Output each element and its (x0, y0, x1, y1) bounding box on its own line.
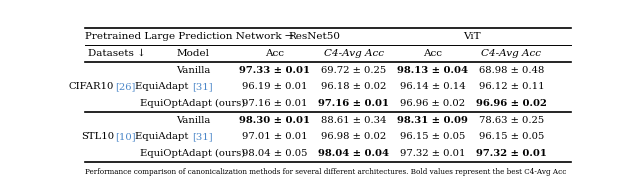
Text: [31]: [31] (192, 82, 212, 91)
Text: Performance comparison of canonicalization methods for several different archite: Performance comparison of canonicalizati… (85, 168, 566, 176)
Text: 96.96 ± 0.02: 96.96 ± 0.02 (476, 99, 547, 108)
Text: 96.98 ± 0.02: 96.98 ± 0.02 (321, 132, 386, 141)
Text: [10]: [10] (115, 132, 136, 141)
Text: 68.98 ± 0.48: 68.98 ± 0.48 (479, 66, 544, 75)
Text: Datasets ↓: Datasets ↓ (88, 49, 145, 58)
Text: 97.33 ± 0.01: 97.33 ± 0.01 (239, 66, 310, 75)
Text: 97.16 ± 0.01: 97.16 ± 0.01 (242, 99, 307, 108)
Text: Acc: Acc (265, 49, 284, 58)
Text: EquiOptAdapt (ours): EquiOptAdapt (ours) (141, 99, 246, 108)
Text: EquiOptAdapt (ours): EquiOptAdapt (ours) (141, 149, 246, 158)
Text: 96.19 ± 0.01: 96.19 ± 0.01 (242, 82, 307, 91)
Text: CIFAR10: CIFAR10 (68, 82, 114, 91)
Text: 98.13 ± 0.04: 98.13 ± 0.04 (397, 66, 468, 75)
Text: 98.04 ± 0.05: 98.04 ± 0.05 (242, 149, 307, 158)
Text: Pretrained Large Prediction Network →: Pretrained Large Prediction Network → (85, 32, 294, 41)
Text: 97.01 ± 0.01: 97.01 ± 0.01 (242, 132, 307, 141)
Text: EquiAdapt: EquiAdapt (134, 132, 191, 141)
Text: 69.72 ± 0.25: 69.72 ± 0.25 (321, 66, 386, 75)
Text: ResNet50: ResNet50 (288, 32, 340, 41)
Text: C4-Avg Acc: C4-Avg Acc (481, 49, 541, 58)
Text: STL10: STL10 (81, 132, 114, 141)
Text: EquiAdapt: EquiAdapt (134, 82, 191, 91)
Text: 96.15 ± 0.05: 96.15 ± 0.05 (479, 132, 544, 141)
Text: 98.31 ± 0.09: 98.31 ± 0.09 (397, 116, 468, 124)
Text: 98.30 ± 0.01: 98.30 ± 0.01 (239, 116, 310, 124)
Text: Model: Model (177, 49, 210, 58)
Text: 96.12 ± 0.11: 96.12 ± 0.11 (479, 82, 544, 91)
Text: 78.63 ± 0.25: 78.63 ± 0.25 (479, 116, 544, 124)
Text: 96.96 ± 0.02: 96.96 ± 0.02 (400, 99, 465, 108)
Text: 96.15 ± 0.05: 96.15 ± 0.05 (400, 132, 465, 141)
Text: Vanilla: Vanilla (176, 116, 211, 124)
Text: [31]: [31] (192, 132, 212, 141)
Text: C4-Avg Acc: C4-Avg Acc (323, 49, 383, 58)
Text: 97.32 ± 0.01: 97.32 ± 0.01 (400, 149, 465, 158)
Text: Vanilla: Vanilla (176, 66, 211, 75)
Text: 98.04 ± 0.04: 98.04 ± 0.04 (318, 149, 389, 158)
Text: 96.18 ± 0.02: 96.18 ± 0.02 (321, 82, 386, 91)
Text: ViT: ViT (463, 32, 481, 41)
Text: [26]: [26] (115, 82, 136, 91)
Text: 88.61 ± 0.34: 88.61 ± 0.34 (321, 116, 387, 124)
Text: 97.32 ± 0.01: 97.32 ± 0.01 (476, 149, 547, 158)
Text: 97.16 ± 0.01: 97.16 ± 0.01 (318, 99, 389, 108)
Text: 96.14 ± 0.14: 96.14 ± 0.14 (399, 82, 465, 91)
Text: Acc: Acc (423, 49, 442, 58)
